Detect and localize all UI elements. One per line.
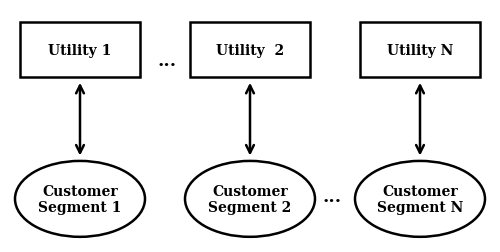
- FancyBboxPatch shape: [360, 23, 480, 78]
- Text: Utility N: Utility N: [387, 43, 453, 57]
- FancyBboxPatch shape: [20, 23, 140, 78]
- Ellipse shape: [355, 161, 485, 237]
- Text: Customer
Segment 1: Customer Segment 1: [38, 184, 121, 214]
- Text: Customer
Segment 2: Customer Segment 2: [208, 184, 292, 214]
- Text: ...: ...: [158, 51, 177, 70]
- Text: Utility 1: Utility 1: [48, 43, 112, 57]
- Text: Customer
Segment N: Customer Segment N: [377, 184, 463, 214]
- FancyBboxPatch shape: [190, 23, 310, 78]
- Text: ...: ...: [323, 187, 342, 206]
- Ellipse shape: [15, 161, 145, 237]
- Text: Utility  2: Utility 2: [216, 43, 284, 57]
- Ellipse shape: [185, 161, 315, 237]
